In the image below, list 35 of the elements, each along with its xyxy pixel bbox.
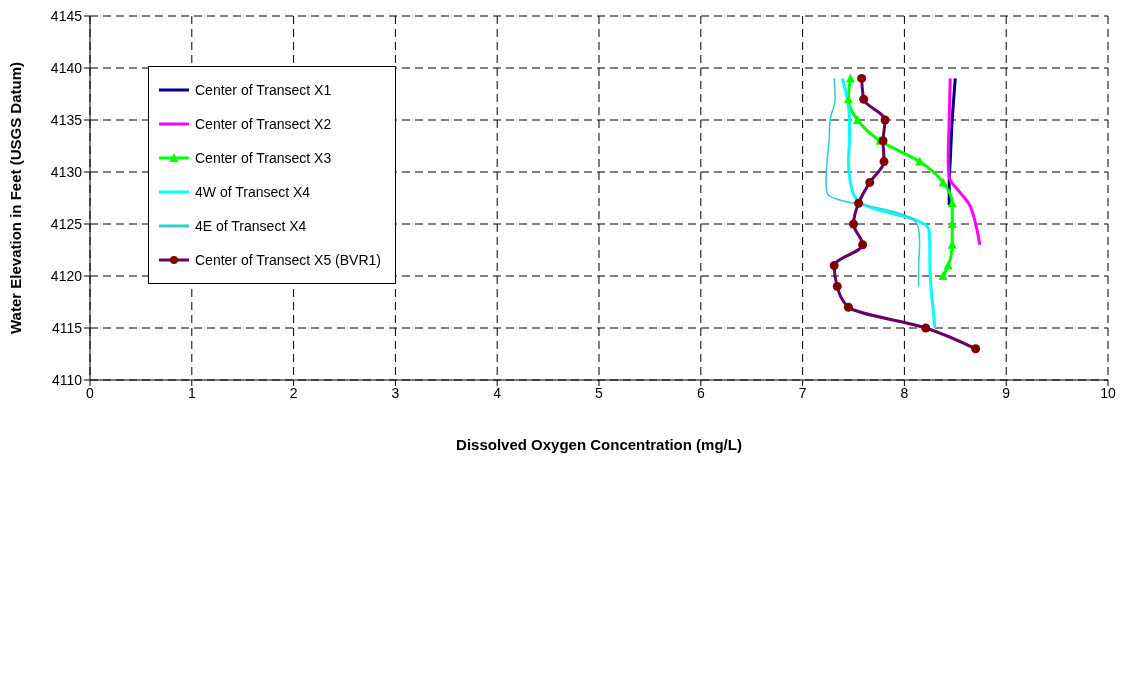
point [938,271,948,280]
x-tick-label: 10 [1100,384,1116,401]
x-tick-label: 1 [187,384,196,401]
x-tick-label: 3 [391,384,400,401]
point [853,115,863,124]
legend-label: 4W of Transect X4 [195,184,311,200]
point [915,156,925,166]
x-axis-title: Dissolved Oxygen Concentration (mg/L) [456,436,742,453]
y-tick-label: 4110 [51,371,83,388]
legend-label: Center of Transect X2 [195,116,332,132]
y-axis-title: Water Elevation in Feet (USGS Datum) [7,62,25,334]
legend-label: Center of Transect X1 [195,82,332,98]
x-tick-label: 6 [696,384,705,401]
x-tick-label: 4 [493,384,502,401]
x-tick-label: 7 [798,384,807,401]
y-tick-label: 4145 [50,7,83,24]
y-tick-label: 4115 [51,319,83,336]
point [943,260,953,270]
point [845,73,855,83]
x-tick-label: 8 [900,384,909,401]
y-tick-label: 4130 [50,163,83,180]
y-tick-label: 4120 [50,267,83,284]
y-tick-label: 4140 [50,59,83,76]
y-tick-label: 4125 [50,215,83,232]
legend-label: Center of Transect X5 (BVR1) [195,252,381,268]
legend-label: 4E of Transect X4 [195,218,307,234]
x-tick-label: 5 [595,384,604,401]
y-tick-label: 4135 [50,111,83,128]
point [843,94,853,104]
x-tick-label: 2 [289,384,298,401]
legend-label: Center of Transect X3 [195,150,332,166]
x-tick-label: 9 [1002,384,1011,401]
line-series [825,77,921,288]
x-tick-label: 0 [86,384,95,401]
line-series [840,76,937,330]
